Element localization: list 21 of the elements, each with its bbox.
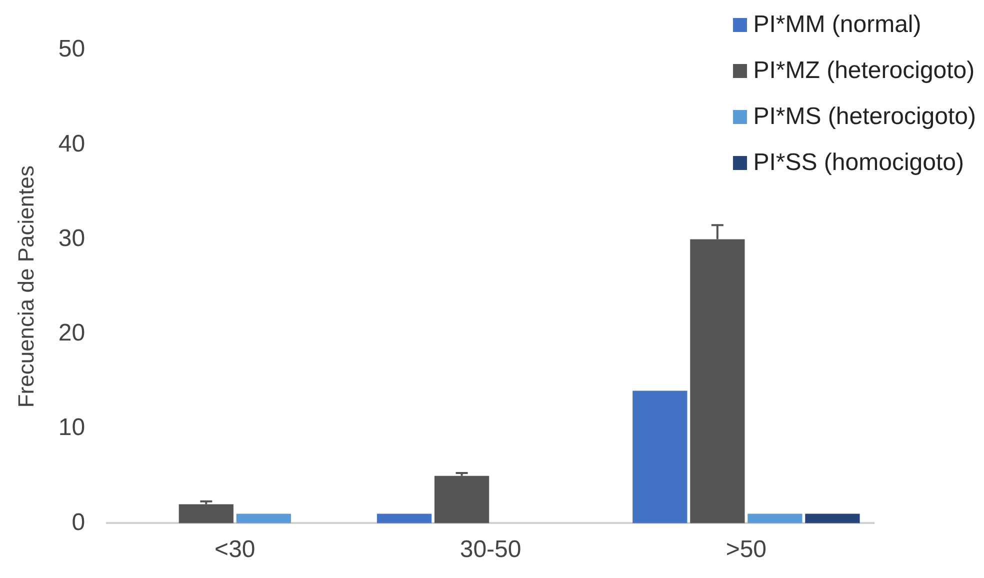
x-tick-label: 30-50 [460, 536, 522, 564]
y-axis-title: Frecuencia de Pacientes [13, 166, 38, 408]
y-tick-label: 20 [58, 320, 86, 347]
bar [632, 390, 688, 524]
y-tick-label: 50 [58, 36, 86, 63]
x-tick-label: <30 [214, 536, 256, 564]
legend-label: PI*MM (normal) [753, 11, 922, 39]
bar [748, 514, 802, 524]
x-tick-label: >50 [726, 536, 767, 564]
bar [805, 514, 860, 524]
y-tick-label: 30 [58, 224, 86, 252]
y-tick-label: 40 [58, 130, 86, 158]
legend-label: PI*SS (homocigoto) [753, 149, 964, 177]
bar [236, 514, 291, 524]
bar [178, 504, 234, 524]
legend-label: PI*MZ (heterocigoto) [753, 57, 975, 85]
y-tick-label: 10 [58, 414, 86, 442]
y-tick-label: 0 [72, 508, 86, 536]
bar [434, 476, 490, 524]
legend-label: PI*MS (heterocigoto) [753, 103, 976, 131]
bar [376, 514, 432, 524]
